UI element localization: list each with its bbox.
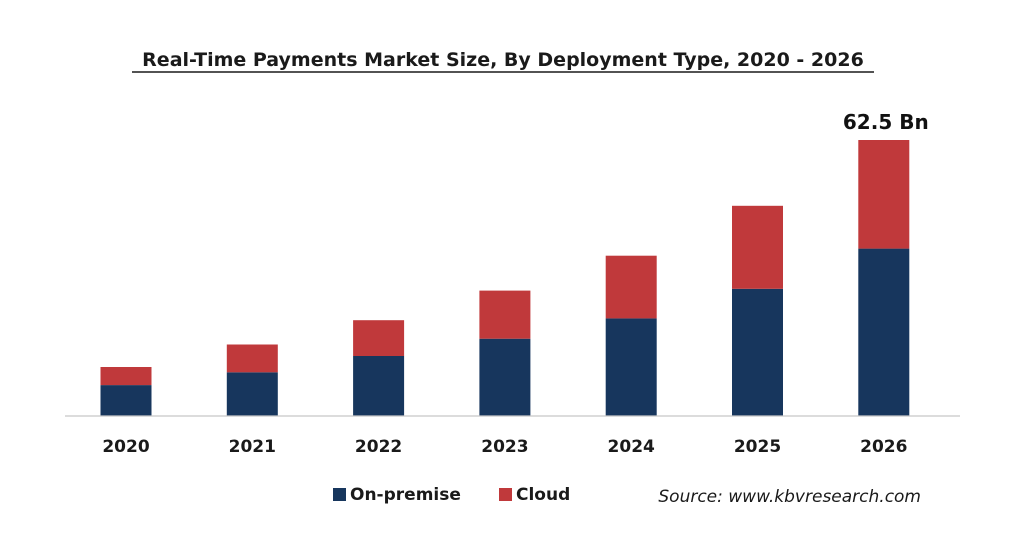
legend-swatch-on-premise (333, 488, 346, 501)
bar-on-premise-2022 (353, 355, 405, 416)
chart-title: Real-Time Payments Market Size, By Deplo… (142, 49, 864, 71)
legend: On-premise Cloud (333, 485, 570, 505)
x-tick-label-2022: 2022 (355, 437, 402, 457)
x-tick-label-2024: 2024 (608, 437, 655, 457)
bar-on-premise-2026 (858, 248, 910, 416)
x-tick-label-2021: 2021 (229, 437, 276, 457)
bar-cloud-2025 (732, 205, 783, 289)
bar-on-premise-2025 (732, 288, 783, 416)
labels-layer: 2020 2021 2022 2023 2024 2025 2026 62.5 Bn (102, 110, 928, 457)
x-tick-label-2020: 2020 (102, 437, 149, 457)
bar-cloud-2024 (605, 255, 657, 319)
bar-on-premise-2024 (605, 318, 657, 416)
bar-on-premise-2021 (226, 372, 278, 416)
legend-label-on-premise: On-premise (350, 485, 461, 505)
legend-label-cloud: Cloud (516, 485, 570, 505)
data-label-2026: 62.5 Bn (843, 110, 929, 134)
bar-cloud-2020 (100, 367, 152, 386)
bar-cloud-2022 (353, 320, 405, 356)
bar-cloud-2026 (858, 140, 910, 249)
bars-layer (100, 140, 910, 416)
legend-swatch-cloud (499, 488, 512, 501)
bar-on-premise-2020 (100, 385, 152, 416)
x-tick-label-2026: 2026 (860, 437, 907, 457)
bar-cloud-2021 (226, 344, 278, 373)
x-tick-label-2023: 2023 (481, 437, 528, 457)
source-text: Source: www.kbvresearch.com (658, 487, 921, 507)
bar-cloud-2023 (479, 290, 531, 339)
x-tick-label-2025: 2025 (734, 437, 781, 457)
bar-on-premise-2023 (479, 338, 531, 416)
